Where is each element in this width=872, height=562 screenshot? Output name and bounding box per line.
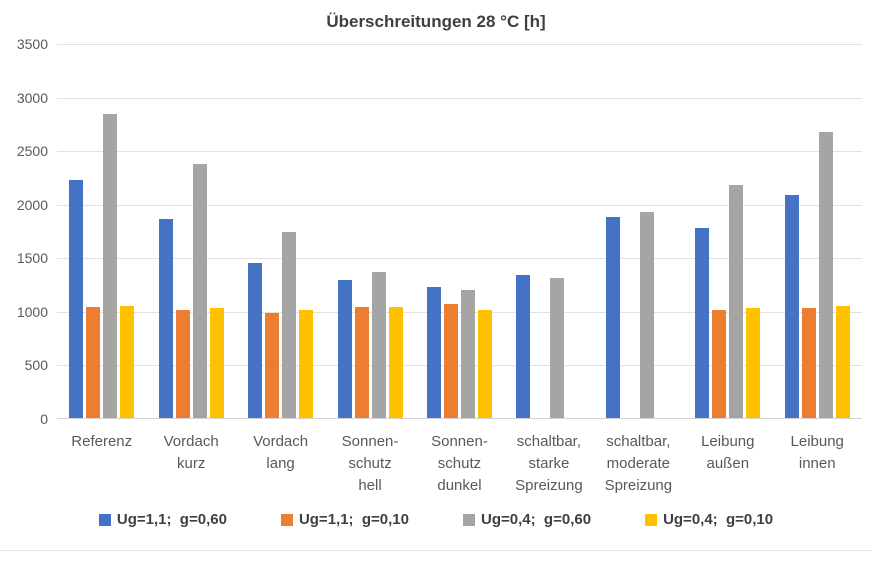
x-axis-label: schaltbar, starke Spreizung: [515, 433, 583, 494]
y-axis-tick-label: 500: [24, 357, 48, 374]
y-axis-tick-label: 0: [40, 411, 48, 427]
bar-group: [236, 44, 325, 419]
bar: [477, 309, 492, 419]
bar: [695, 227, 710, 419]
bar: [516, 275, 531, 419]
bar: [729, 184, 744, 419]
legend-label: Ug=0,4; g=0,10: [663, 511, 774, 528]
bar: [209, 308, 224, 419]
plot-area: [57, 44, 862, 419]
y-axis-tick-label: 2500: [16, 143, 48, 160]
gridline: [57, 44, 862, 45]
x-axis-label: Sonnen- schutz hell: [341, 433, 399, 494]
bar: [120, 306, 135, 419]
gridline: [57, 204, 862, 206]
y-axis-tick-label: 1000: [16, 303, 48, 320]
bar: [605, 217, 620, 419]
x-axis-label: Leibung außen: [701, 433, 755, 472]
gridline: [57, 97, 862, 99]
bar: [69, 180, 84, 419]
bar-group: [146, 44, 235, 419]
legend-label: Ug=1,1; g=0,60: [116, 511, 227, 528]
x-axis-labels: Referenz Vordach kurz Vordach lang Sonnen- …: [57, 431, 862, 497]
legend-label: Ug=1,1; g=0,10: [298, 511, 409, 528]
bar: [248, 263, 263, 419]
bar: [818, 131, 833, 419]
bar-group: [325, 44, 414, 419]
legend-swatch-icon: [98, 513, 111, 526]
bar-group: [683, 44, 772, 419]
bar: [784, 194, 799, 419]
legend-swatch-icon: [463, 513, 475, 526]
y-axis-tick-label: 3500: [16, 36, 48, 52]
bar-group: [773, 44, 862, 419]
bar: [192, 163, 207, 419]
gridline: [57, 365, 862, 367]
y-axis-tick-label: 1500: [16, 250, 48, 267]
bar: [443, 303, 458, 419]
y-axis: 0 500 1000 1500 2000 2500 3000 3500: [0, 36, 48, 427]
bar: [801, 308, 816, 419]
x-axis-line: [57, 418, 862, 419]
bar: [371, 271, 386, 419]
x-axis-label: Sonnen- schutz dunkel: [431, 433, 488, 494]
bar: [426, 286, 441, 419]
bar: [460, 290, 475, 419]
bar: [712, 309, 727, 419]
bar: [158, 218, 173, 419]
bar: [337, 280, 352, 419]
y-axis-tick-label: 3000: [16, 89, 48, 106]
bar: [354, 306, 369, 419]
legend-swatch-icon: [280, 513, 293, 526]
bar: [550, 278, 565, 419]
x-axis-label: schaltbar, moderate Spreizung: [604, 433, 673, 494]
gridline: [57, 151, 862, 153]
y-axis-tick-label: 2000: [16, 196, 48, 213]
bottom-divider-line: [0, 550, 872, 551]
bar-group: [57, 44, 146, 419]
bar: [103, 114, 118, 419]
bar: [86, 306, 101, 419]
bar: [746, 307, 761, 419]
legend-swatch-icon: [645, 513, 658, 526]
bar-group: [594, 44, 683, 419]
bar: [835, 306, 850, 419]
legend-item: Ug=1,1; g=0,60: [98, 511, 227, 528]
bar: [639, 212, 654, 419]
legend-item: Ug=0,4; g=0,10: [645, 511, 773, 528]
bar-group: [504, 44, 593, 419]
legend: Ug=1,1; g=0,60 Ug=1,1; g=0,10 Ug=0,4; g=0,…: [0, 511, 872, 528]
bar: [265, 312, 280, 419]
x-axis-label: Vordach kurz: [163, 433, 219, 472]
chart-title: Überschreitungen 28 °C [h]: [326, 12, 546, 31]
x-axis-label: Leibung innen: [790, 433, 844, 472]
bar: [388, 307, 403, 419]
legend-label: Ug=0,4; g=0,60: [481, 511, 592, 528]
gridline: [57, 258, 862, 260]
legend-item: Ug=0,4; g=0,60: [463, 511, 591, 528]
x-axis-label: Vordach lang: [253, 433, 309, 472]
bar-group: [415, 44, 504, 419]
bar: [282, 231, 297, 419]
gridline: [57, 311, 862, 313]
x-axis-label: Referenz: [71, 433, 133, 450]
bar: [299, 310, 314, 419]
bar-groups: [57, 44, 862, 419]
legend-item: Ug=1,1; g=0,10: [280, 511, 409, 528]
bar: [175, 310, 190, 419]
